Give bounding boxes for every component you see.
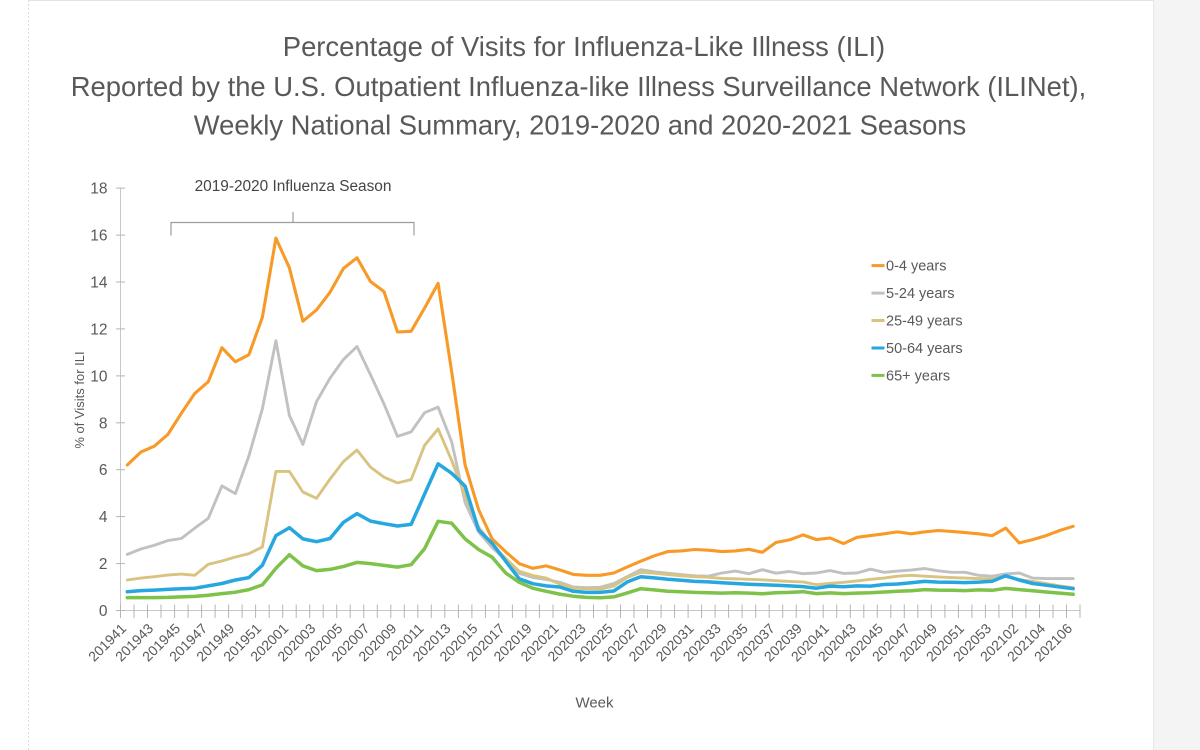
svg-text:Percentage of Visits for Influ: Percentage of Visits for Influenza-Like … <box>283 31 885 62</box>
svg-text:2: 2 <box>99 556 108 573</box>
svg-text:14: 14 <box>90 275 108 292</box>
svg-text:0-4 years: 0-4 years <box>886 259 946 275</box>
svg-text:10: 10 <box>90 368 108 385</box>
svg-text:8: 8 <box>99 415 108 432</box>
svg-text:25-49 years: 25-49 years <box>886 314 963 330</box>
svg-text:Reported by the U.S. Outpatien: Reported by the U.S. Outpatient Influenz… <box>71 71 1086 102</box>
svg-text:65+ years: 65+ years <box>886 368 950 384</box>
svg-text:% of Visits for ILI: % of Visits for ILI <box>72 351 87 448</box>
svg-text:Week: Week <box>575 695 614 712</box>
svg-text:2019-2020 Influenza Season: 2019-2020 Influenza Season <box>195 178 392 195</box>
svg-text:6: 6 <box>99 462 108 479</box>
svg-text:Weekly National Summary, 2019-: Weekly National Summary, 2019-2020 and 2… <box>194 110 967 141</box>
svg-text:4: 4 <box>99 509 108 526</box>
svg-text:0: 0 <box>99 603 108 620</box>
svg-text:12: 12 <box>90 321 107 338</box>
svg-text:50-64 years: 50-64 years <box>886 341 963 357</box>
svg-text:5-24 years: 5-24 years <box>886 286 955 302</box>
svg-text:18: 18 <box>90 181 107 198</box>
svg-text:16: 16 <box>90 228 107 245</box>
